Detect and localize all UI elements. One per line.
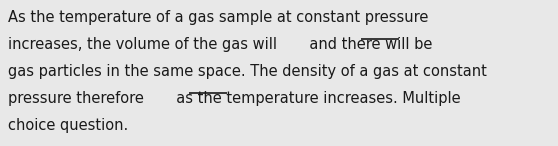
Text: As the temperature of a gas sample at constant pressure: As the temperature of a gas sample at co… bbox=[8, 10, 428, 25]
Text: increases, the volume of the gas will       and there will be: increases, the volume of the gas will an… bbox=[8, 37, 460, 52]
Text: gas particles in the same space. The density of a gas at constant: gas particles in the same space. The den… bbox=[8, 64, 487, 79]
Text: pressure therefore       as the temperature increases. Multiple: pressure therefore as the temperature in… bbox=[8, 91, 460, 106]
Text: choice question.: choice question. bbox=[8, 118, 128, 133]
